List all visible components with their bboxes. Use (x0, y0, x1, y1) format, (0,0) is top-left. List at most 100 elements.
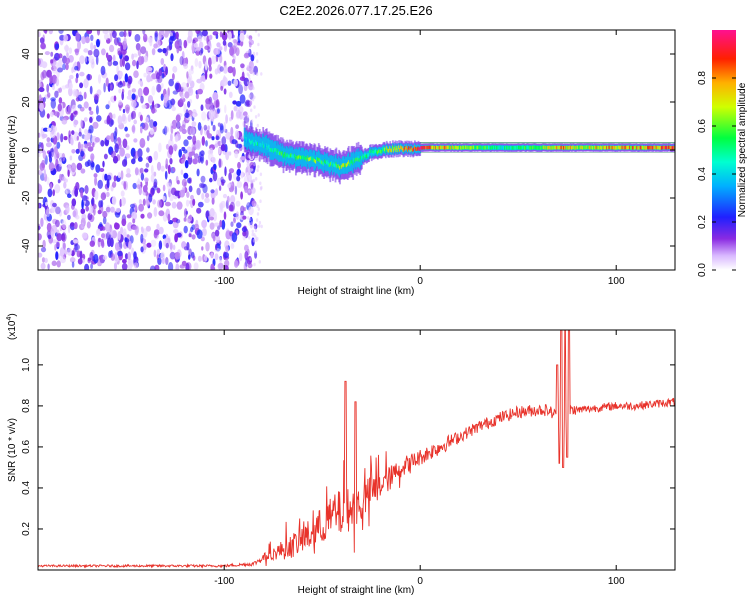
spectrogram-noise-speck (62, 176, 66, 182)
spectrogram-trace-core (419, 147, 422, 151)
spectrogram-noise-speck (56, 141, 61, 149)
spectrogram-noise-speck (197, 88, 203, 95)
spectrogram-noise-speck (181, 128, 187, 135)
spectrogram-trace-core (561, 145, 564, 150)
spectrogram-noise-speck (181, 158, 186, 164)
snr-y-tick-label: 0.6 (21, 440, 32, 454)
spectrogram-noise-speck (78, 131, 82, 137)
spectrogram-trace-core (524, 146, 527, 150)
spectrogram-noise-speck (89, 206, 93, 215)
spectrogram-noise-speck (136, 60, 139, 70)
spectrogram-noise-speck (174, 252, 181, 260)
spectrogram-noise-speck (131, 247, 135, 256)
spectrogram-noise-speck (209, 147, 214, 155)
spectrogram-noise-speck (83, 91, 87, 100)
spectrogram-noise-speck (81, 199, 84, 210)
spectrogram-noise-speck (225, 150, 230, 161)
spectrogram-noise-speck (57, 103, 62, 112)
spectrogram-noise-speck (258, 220, 262, 225)
spectrogram-noise-speck (191, 121, 197, 127)
spectrogram-noise-speck (73, 243, 80, 251)
spectrogram-noise-speck (252, 51, 256, 56)
spectrogram-noise-speck (221, 181, 225, 186)
spectrogram-trace-core (400, 146, 403, 150)
spectrogram-noise-speck (174, 82, 179, 91)
spectrogram-noise-speck (186, 218, 191, 223)
spectrogram-noise-speck (38, 31, 41, 38)
spectrogram-noise-speck (251, 64, 255, 69)
spectrogram-noise-speck (235, 124, 240, 129)
spectrogram-noise-speck (179, 97, 186, 103)
colorbar-tick-label: 0.0 (697, 263, 708, 277)
spectrogram-trace-core (617, 145, 620, 150)
spectrogram-noise-speck (208, 57, 212, 67)
spectrogram-noise-speck (167, 182, 172, 192)
spectrogram-noise-speck (224, 166, 227, 177)
spectrogram-noise-speck (101, 233, 106, 239)
spectrogram-noise-speck (208, 65, 212, 72)
spectrogram-noise-speck (208, 215, 211, 221)
spectrogram-noise-speck (195, 139, 201, 150)
spectrogram-noise-speck (86, 221, 91, 229)
spectrogram-noise-speck (145, 162, 150, 168)
spectrogram-noise-speck (75, 77, 79, 84)
spectrogram-noise-speck (145, 117, 149, 123)
spectrogram-noise-speck (105, 77, 109, 87)
spectrogram-noise-speck (72, 239, 79, 244)
spectrogram-noise-speck (259, 186, 263, 191)
spectrogram-noise-speck (231, 139, 238, 145)
colorbar-tick-label: 0.2 (697, 215, 708, 229)
spectrogram-noise-speck (257, 165, 260, 169)
spectrogram-noise-speck (46, 127, 52, 132)
spectrogram-noise-speck (73, 90, 80, 96)
spectrogram-noise-speck (230, 110, 234, 120)
spectrogram-noise-speck (38, 225, 41, 230)
spectrogram-noise-speck (133, 262, 139, 269)
spectrogram-noise-speck (253, 162, 256, 167)
spectrogram-noise-speck (89, 116, 93, 123)
spectrogram-noise-speck (201, 228, 207, 237)
spectrogram-noise-speck (38, 252, 43, 258)
spectrogram-noise-speck (117, 115, 123, 125)
spectrogram-noise-speck (127, 251, 131, 261)
spectrogram-noise-speck (119, 31, 125, 37)
spectrogram-noise-speck (248, 82, 254, 91)
spectrogram-noise-speck (232, 100, 237, 105)
spectrogram-trace-core (273, 148, 276, 152)
spectrogram-noise-speck (105, 204, 111, 215)
spectrogram-trace-core (636, 145, 639, 150)
spectrogram-noise-speck (79, 55, 85, 64)
spectrogram-noise-speck (60, 133, 64, 143)
spectrogram-noise-speck (55, 206, 61, 215)
spectrogram-noise-speck (136, 184, 141, 190)
spectrogram-noise-speck (111, 196, 117, 206)
spectrogram-noise-speck (222, 193, 228, 199)
spectrogram-noise-speck (236, 168, 242, 177)
spectrogram-noise-speck (84, 263, 90, 270)
spectrogram-noise-speck (42, 133, 48, 138)
spectrogram-noise-speck (212, 92, 219, 101)
spectrogram-noise-speck (47, 92, 51, 98)
spectrogram-noise-speck (140, 233, 144, 244)
spectrogram-noise-speck (126, 32, 129, 37)
spectrogram-noise-speck (100, 140, 105, 147)
spectrogram-noise-speck (172, 66, 178, 73)
spectrogram-noise-speck (223, 121, 226, 132)
spectrogram-noise-speck (174, 135, 179, 143)
spectrogram-noise-speck (170, 125, 174, 135)
spectrogram-noise-speck (55, 241, 60, 248)
spectrogram-noise-speck (248, 236, 251, 240)
spectrogram-noise-speck (181, 94, 185, 100)
spectrogram-noise-speck (248, 94, 251, 98)
spectrogram-noise-speck (77, 104, 82, 109)
spectrogram-noise-speck (40, 42, 46, 50)
spectrogram-noise-speck (81, 36, 86, 45)
spectrogram-noise-speck (139, 167, 144, 174)
spectrogram-noise-speck (71, 198, 77, 207)
spectrogram-noise-speck (161, 73, 165, 79)
spectrogram-noise-speck (248, 77, 251, 81)
spectrogram-noise-speck (90, 42, 94, 51)
spectrogram-noise-speck (112, 181, 117, 188)
spectrogram-noise-speck (90, 160, 95, 171)
spectrogram-noise-speck (247, 49, 250, 53)
